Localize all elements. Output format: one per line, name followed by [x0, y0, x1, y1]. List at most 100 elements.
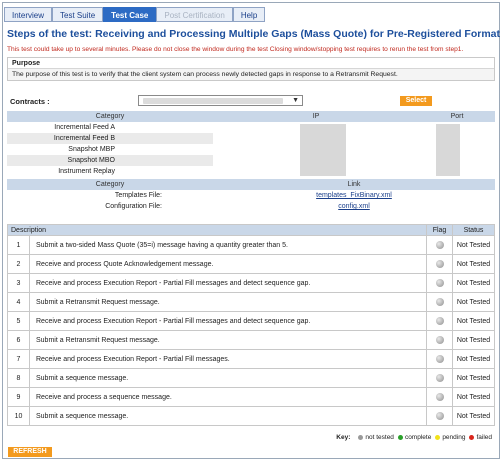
- key-complete: complete: [404, 434, 432, 441]
- feed-category: Snapshot MBO: [7, 155, 213, 166]
- flag-cell: [426, 311, 453, 331]
- flag-cell: [426, 387, 453, 407]
- step-number: 1: [7, 235, 30, 255]
- status-key: Key: not tested complete pending failed: [336, 434, 492, 441]
- table-row: 5 Receive and process Execution Report - …: [7, 311, 495, 331]
- feed-category: Instrument Replay: [7, 166, 213, 177]
- not-tested-dot-icon: [358, 435, 364, 440]
- contracts-label: Contracts :: [10, 97, 50, 106]
- key-label: Key:: [336, 434, 351, 441]
- chevron-down-icon: ▼: [292, 97, 299, 104]
- steps-table: Description Flag Status 1 Submit a two-si…: [7, 224, 495, 426]
- status-dot-icon: [435, 298, 444, 306]
- tab-help[interactable]: Help: [232, 7, 266, 22]
- status-text: Not Tested: [452, 311, 495, 331]
- key-failed: failed: [476, 434, 492, 441]
- step-number: 4: [7, 292, 30, 312]
- table-row: 4 Submit a Retransmit Request message. Not…: [7, 292, 495, 312]
- page-title: Steps of the test: Receiving and Process…: [7, 28, 501, 40]
- step-number: 5: [7, 311, 30, 331]
- flag-cell: [426, 235, 453, 255]
- contracts-dropdown[interactable]: ▼: [138, 95, 303, 106]
- link-category: Templates File:: [114, 192, 162, 199]
- ip-redacted: [300, 124, 346, 176]
- status-dot-icon: [435, 412, 444, 420]
- complete-dot-icon: [397, 435, 403, 440]
- status-dot-icon: [435, 279, 444, 287]
- step-number: 2: [7, 254, 30, 274]
- feed-category: Incremental Feed A: [7, 122, 213, 133]
- step-description: Submit a Retransmit Request message.: [29, 292, 427, 312]
- step-number: 7: [7, 349, 30, 369]
- step-number: 6: [7, 330, 30, 350]
- step-number: 8: [7, 368, 30, 388]
- flag-cell: [426, 349, 453, 369]
- tab-post-certification: Post Certification: [156, 7, 233, 22]
- top-nav: Interview Test Suite Test Case Post Cert…: [4, 7, 266, 22]
- table-row: 6 Submit a Retransmit Request message. Not…: [7, 330, 495, 350]
- table-row: 9 Receive and process a sequence message.…: [7, 387, 495, 407]
- pending-dot-icon: [435, 435, 441, 440]
- step-description: Receive and process Execution Report - P…: [29, 273, 427, 293]
- status-text: Not Tested: [452, 349, 495, 369]
- step-description: Submit a Retransmit Request message.: [29, 330, 427, 350]
- step-description: Submit a two-sided Mass Quote (35=i) mes…: [29, 235, 427, 255]
- step-description: Receive and process Execution Report - P…: [29, 311, 427, 331]
- step-description: Submit a sequence message.: [29, 406, 427, 426]
- status-dot-icon: [435, 241, 444, 249]
- flag-cell: [426, 292, 453, 312]
- feed-category: Snapshot MBP: [7, 144, 213, 155]
- key-pending: pending: [442, 434, 466, 441]
- status-dot-icon: [435, 355, 444, 363]
- port-redacted: [436, 124, 460, 176]
- status-text: Not Tested: [452, 254, 495, 274]
- steps-header-flag: Flag: [426, 224, 453, 236]
- tab-test-suite[interactable]: Test Suite: [52, 7, 104, 22]
- step-number: 10: [7, 406, 30, 426]
- feeds-table: Category IP Port Incremental Feed A Incr…: [7, 111, 495, 177]
- feeds-header-ip: IP: [213, 111, 419, 122]
- step-description: Receive and process Execution Report - P…: [29, 349, 427, 369]
- tab-interview[interactable]: Interview: [4, 7, 53, 22]
- feeds-header-category: Category: [7, 111, 213, 122]
- links-header-category: Category: [7, 179, 213, 190]
- status-text: Not Tested: [452, 273, 495, 293]
- templates-file-link[interactable]: templates_FixBinary.xml: [316, 192, 392, 199]
- config-file-link[interactable]: config.xml: [338, 203, 370, 210]
- step-description: Receive and process Quote Acknowledgemen…: [29, 254, 427, 274]
- links-table: Category Link Templates File: templates_…: [7, 179, 495, 212]
- step-number: 3: [7, 273, 30, 293]
- table-row: 8 Submit a sequence message. Not Tested: [7, 368, 495, 388]
- table-row: 10 Submit a sequence message. Not Tested: [7, 406, 495, 426]
- refresh-button[interactable]: REFRESH: [8, 447, 52, 457]
- select-button[interactable]: Select: [400, 96, 432, 106]
- status-dot-icon: [435, 260, 444, 268]
- flag-cell: [426, 273, 453, 293]
- status-dot-icon: [435, 317, 444, 325]
- flag-cell: [426, 254, 453, 274]
- contracts-selected-value: [143, 98, 283, 104]
- key-not-tested: not tested: [365, 434, 394, 441]
- flag-cell: [426, 368, 453, 388]
- flag-cell: [426, 406, 453, 426]
- status-dot-icon: [435, 336, 444, 344]
- feeds-header-port: Port: [419, 111, 495, 122]
- warning-message: This test could take up to several minut…: [7, 46, 464, 53]
- links-header-link: Link: [213, 179, 495, 190]
- status-text: Not Tested: [452, 292, 495, 312]
- tab-test-case[interactable]: Test Case: [103, 7, 157, 22]
- step-number: 9: [7, 387, 30, 407]
- purpose-heading: Purpose: [8, 58, 494, 69]
- status-dot-icon: [435, 374, 444, 382]
- table-row: 7 Receive and process Execution Report - …: [7, 349, 495, 369]
- feed-category: Incremental Feed B: [7, 133, 213, 144]
- status-text: Not Tested: [452, 406, 495, 426]
- table-row: 3 Receive and process Execution Report - …: [7, 273, 495, 293]
- step-description: Submit a sequence message.: [29, 368, 427, 388]
- status-text: Not Tested: [452, 368, 495, 388]
- purpose-text: The purpose of this test is to verify th…: [8, 69, 494, 80]
- purpose-panel: Purpose The purpose of this test is to v…: [7, 57, 495, 81]
- step-description: Receive and process a sequence message.: [29, 387, 427, 407]
- steps-header-status: Status: [452, 224, 495, 236]
- link-category: Configuration File:: [105, 203, 162, 210]
